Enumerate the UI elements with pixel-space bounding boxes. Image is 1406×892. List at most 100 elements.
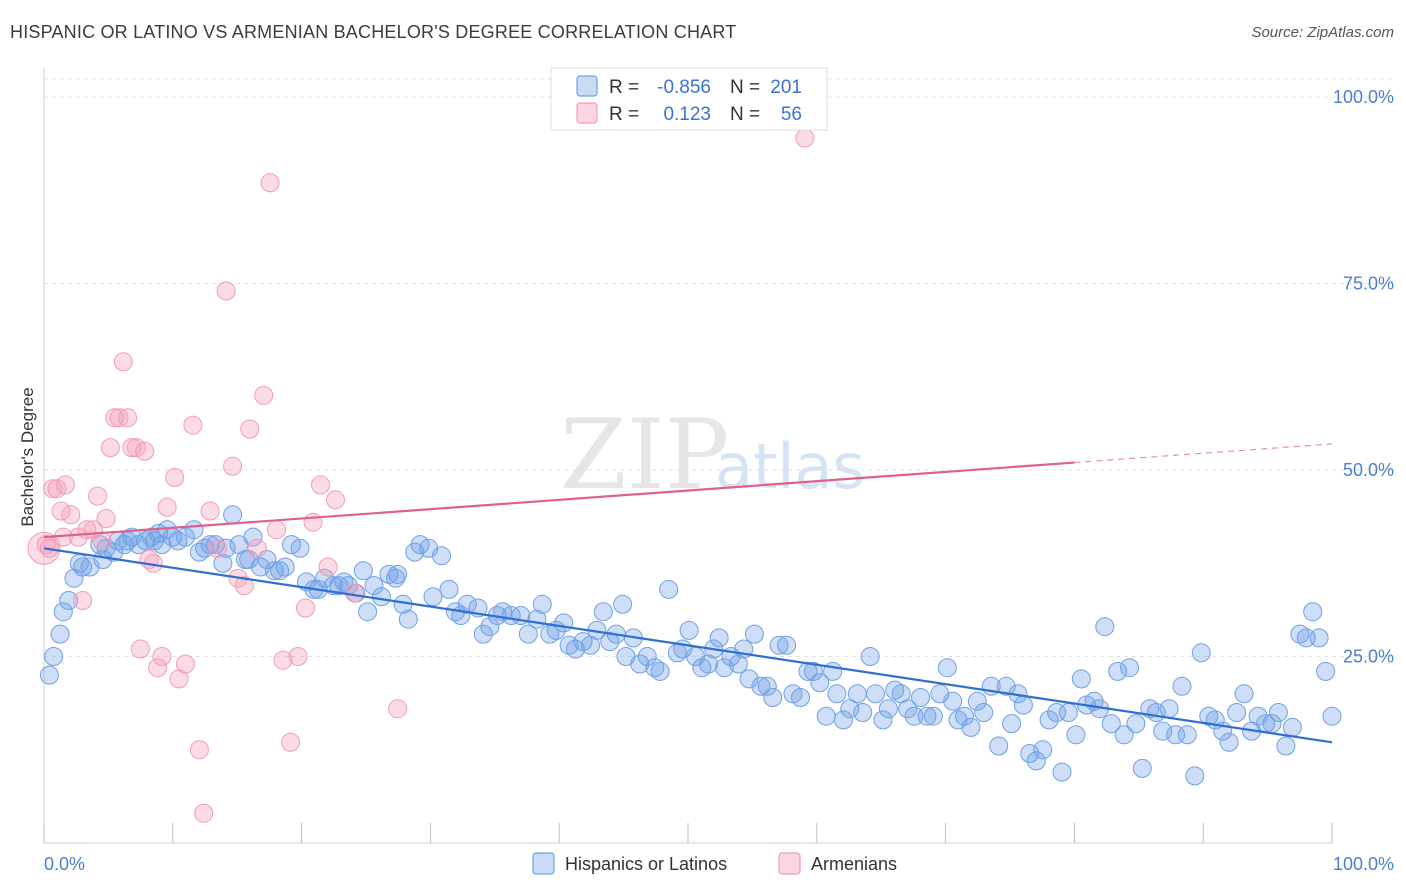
hispanic-point-114 bbox=[739, 669, 759, 689]
x-tick-label-min: 0.0% bbox=[44, 854, 85, 874]
hispanic-point-107 bbox=[698, 654, 718, 674]
armenian-point-34 bbox=[194, 803, 214, 823]
armenian-point-51 bbox=[311, 475, 330, 495]
armenian-point-48 bbox=[288, 647, 308, 666]
hispanic-point-157 bbox=[1013, 695, 1033, 715]
hispanic-point-196 bbox=[1268, 703, 1288, 722]
hispanic-point-159 bbox=[1026, 751, 1046, 771]
hispanic-point-115 bbox=[744, 624, 764, 644]
hispanic-point-40 bbox=[257, 550, 277, 569]
hispanic-point-189 bbox=[1219, 732, 1239, 752]
hispanic-point-99 bbox=[645, 658, 665, 678]
hispanic-point-164 bbox=[1058, 703, 1078, 722]
armenian-point-16 bbox=[105, 408, 125, 428]
hispanic-point-186 bbox=[1199, 706, 1219, 726]
hispanic-point-75 bbox=[480, 617, 500, 637]
hispanic-point-179 bbox=[1153, 721, 1173, 741]
hispanic-point-145 bbox=[937, 658, 957, 678]
hispanic-point-41 bbox=[264, 561, 284, 581]
hispanic-point-42 bbox=[270, 561, 290, 581]
armenian-point-13 bbox=[92, 531, 112, 551]
armenian-trend-line-extension bbox=[1074, 443, 1333, 464]
hispanic-point-141 bbox=[911, 688, 930, 707]
hispanic-point-43 bbox=[275, 557, 295, 577]
watermark-zip: ZIP bbox=[560, 399, 729, 511]
hispanic-point-181 bbox=[1166, 725, 1186, 745]
hispanic-point-34 bbox=[223, 505, 243, 525]
armenian-point-14 bbox=[96, 509, 116, 528]
hispanic-point-199 bbox=[1290, 624, 1310, 644]
hispanic-point-68 bbox=[432, 546, 451, 566]
hispanic-point-4 bbox=[59, 591, 79, 610]
hispanic-point-191 bbox=[1234, 684, 1254, 704]
armenian-point-9 bbox=[73, 591, 93, 610]
hispanic-point-85 bbox=[554, 613, 574, 633]
hispanic-point-133 bbox=[860, 647, 880, 666]
armenian-point-37 bbox=[216, 281, 236, 301]
hispanic-point-120 bbox=[777, 635, 797, 655]
hispanic-point-80 bbox=[518, 624, 538, 644]
y-axis-title: Bachelor's Degree bbox=[18, 387, 37, 526]
hispanic-point-155 bbox=[1002, 714, 1022, 734]
hispanic-point-29 bbox=[195, 538, 215, 558]
chart-title: HISPANIC OR LATINO VS ARMENIAN BACHELOR'… bbox=[10, 22, 737, 42]
armenian-trend-line bbox=[43, 461, 1075, 539]
hispanic-point-61 bbox=[388, 564, 408, 584]
hispanic-point-122 bbox=[791, 688, 810, 707]
y-tick-label-75: 75.0% bbox=[1343, 274, 1394, 294]
hispanic-point-110 bbox=[714, 658, 734, 678]
armenian-point-44 bbox=[260, 173, 280, 193]
armenian-point-49 bbox=[296, 598, 315, 618]
hispanic-point-129 bbox=[833, 710, 853, 730]
legend-swatch-armenian bbox=[778, 852, 801, 875]
armenian-point-42 bbox=[247, 538, 267, 558]
armenian-point-12 bbox=[88, 486, 108, 506]
hispanic-point-130 bbox=[840, 699, 860, 719]
hispanic-point-176 bbox=[1132, 758, 1152, 778]
hispanic-point-173 bbox=[1114, 725, 1134, 745]
hispanic-point-151 bbox=[974, 703, 994, 722]
hispanic-point-124 bbox=[803, 661, 823, 681]
hispanic-point-140 bbox=[904, 706, 924, 726]
armenian-point-7 bbox=[61, 505, 81, 525]
hispanic-point-161 bbox=[1039, 710, 1059, 730]
hispanic-point-128 bbox=[827, 684, 847, 704]
hispanic-point-203 bbox=[1316, 661, 1336, 681]
armenian-point-28 bbox=[157, 497, 177, 517]
y-tick-label-100: 100.0% bbox=[1333, 87, 1394, 107]
armenian-point-45 bbox=[267, 520, 286, 540]
armenian-point-20 bbox=[122, 438, 142, 458]
hispanic-point-63 bbox=[398, 609, 418, 629]
hispanic-point-172 bbox=[1108, 661, 1128, 681]
hispanic-point-38 bbox=[243, 527, 263, 547]
armenian-point-38 bbox=[223, 456, 243, 476]
gridlines bbox=[44, 78, 1392, 657]
hispanic-point-51 bbox=[329, 576, 349, 596]
hispanic-point-160 bbox=[1033, 740, 1053, 760]
armenian-point-32 bbox=[183, 415, 203, 435]
armenian-point-19 bbox=[118, 408, 138, 428]
stats-r-label-armenian: R = bbox=[609, 104, 639, 125]
hispanic-point-50 bbox=[323, 576, 343, 596]
hispanic-point-180 bbox=[1159, 699, 1179, 719]
hispanic-point-136 bbox=[878, 699, 898, 719]
hispanic-point-97 bbox=[630, 654, 650, 674]
hispanic-point-190 bbox=[1227, 703, 1247, 722]
hispanic-point-98 bbox=[637, 647, 657, 666]
trend-lines bbox=[43, 443, 1333, 744]
hispanic-point-137 bbox=[885, 680, 905, 700]
armenian-point-33 bbox=[189, 740, 209, 760]
hispanic-point-109 bbox=[709, 628, 729, 648]
hispanic-point-185 bbox=[1191, 643, 1211, 663]
y-tick-label-50: 50.0% bbox=[1343, 460, 1394, 480]
hispanic-point-131 bbox=[847, 684, 867, 704]
hispanic-point-58 bbox=[372, 587, 391, 607]
hispanic-point-125 bbox=[810, 673, 830, 693]
hispanic-point-0 bbox=[39, 665, 59, 685]
armenian-point-18 bbox=[113, 352, 133, 372]
hispanic-point-94 bbox=[613, 594, 633, 614]
hispanic-point-153 bbox=[989, 736, 1009, 756]
watermark-atlas: atlas bbox=[715, 430, 865, 503]
hispanic-point-170 bbox=[1095, 617, 1115, 637]
